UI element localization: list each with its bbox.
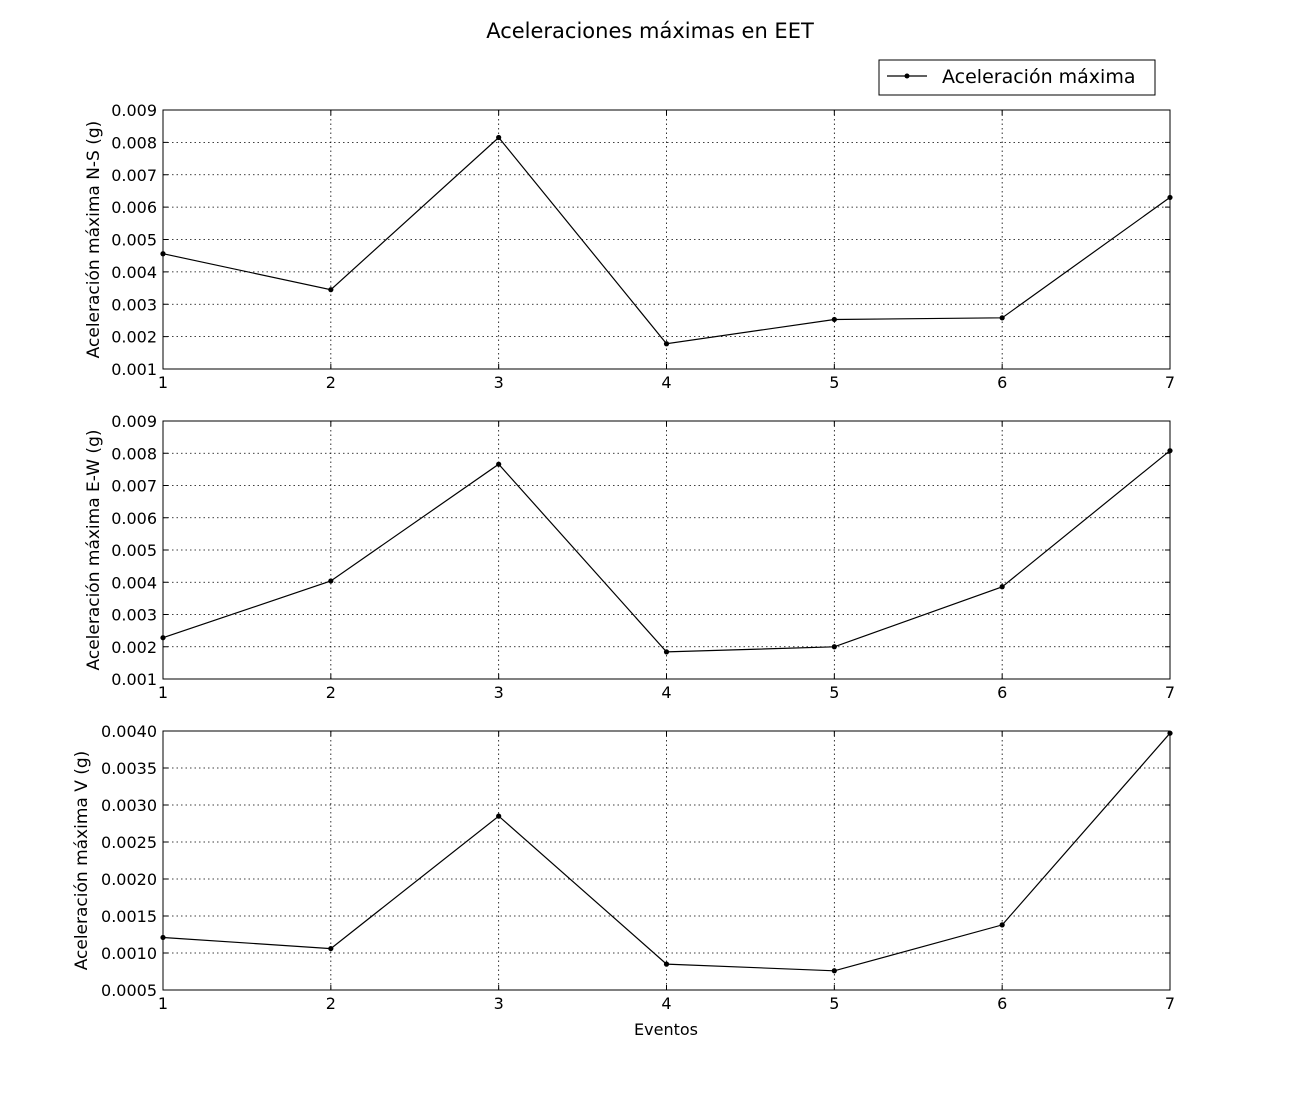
legend-marker-sample — [904, 73, 910, 79]
x-axis-label: Eventos — [634, 1020, 698, 1039]
y-tick-label: 0.0015 — [101, 907, 157, 926]
y-tick-label: 0.006 — [111, 509, 157, 528]
x-tick-label: 4 — [661, 373, 671, 392]
y-tick-label: 0.0025 — [101, 833, 157, 852]
panel-3: 1 2 3 4 5 6 7 0.0005 0.0010 0.0015 0.0020 0.0025 0.0… — [72, 722, 1175, 1013]
legend-label: Aceleración máxima — [942, 66, 1135, 88]
data-point — [831, 644, 837, 650]
x-tick-label: 1 — [158, 994, 168, 1013]
data-point — [999, 584, 1005, 590]
x-tick-label: 3 — [494, 994, 504, 1013]
y-tick-label: 0.001 — [111, 670, 157, 689]
y-axis-label: Aceleración máxima N-S (g) — [84, 121, 104, 359]
data-point — [663, 341, 670, 347]
data-point — [663, 961, 670, 967]
y-tick-label: 0.004 — [111, 263, 157, 282]
x-tick-label: 7 — [1165, 683, 1175, 702]
data-point — [328, 578, 334, 584]
plot-frame — [162, 730, 1171, 991]
data-point — [160, 934, 166, 941]
x-tick-label: 6 — [997, 373, 1007, 392]
x-tick-label: 5 — [829, 994, 839, 1013]
data-point — [831, 316, 837, 323]
data-point — [999, 315, 1005, 321]
data-point — [1167, 448, 1173, 454]
data-point — [496, 813, 502, 819]
y-tick-label: 0.009 — [111, 412, 157, 431]
data-point — [663, 649, 670, 655]
y-tick-label: 0.007 — [111, 477, 157, 496]
y-tick-label: 0.0020 — [101, 870, 157, 889]
x-tick-label: 2 — [326, 994, 336, 1013]
legend-box — [878, 59, 1156, 96]
plot-frame — [162, 420, 1171, 680]
series-line — [162, 732, 1171, 972]
y-tick-label: 0.0030 — [101, 796, 157, 815]
x-tick-label: 3 — [494, 373, 504, 392]
y-axis-label: Aceleración máxima V (g) — [72, 751, 92, 971]
legend: Aceleración máxima — [878, 59, 1156, 96]
y-tick-label: 0.002 — [111, 638, 157, 657]
data-point — [1167, 730, 1173, 736]
y-tick-label: 0.003 — [111, 295, 157, 314]
y-tick-label: 0.003 — [111, 606, 157, 625]
x-tick-label: 1 — [158, 373, 168, 392]
y-tick-label: 0.008 — [111, 133, 157, 152]
panels: 1 2 3 4 5 6 7 0.001 0.002 0.003 0.004 0.005 0.006 0.0… — [72, 101, 1175, 1013]
x-tick-label: 6 — [997, 683, 1007, 702]
data-point — [328, 287, 334, 293]
x-tick-label: 1 — [158, 683, 168, 702]
plot-frame — [162, 109, 1171, 370]
y-tick-label: 0.0035 — [101, 759, 157, 778]
y-tick-label: 0.0005 — [101, 981, 157, 1000]
data-point — [496, 134, 502, 141]
data-point — [328, 945, 334, 952]
x-tick-label: 7 — [1165, 373, 1175, 392]
y-tick-label: 0.006 — [111, 198, 157, 217]
y-axis-label: Aceleración máxima E-W (g) — [84, 430, 104, 671]
x-tick-label: 6 — [997, 994, 1007, 1013]
data-point — [831, 968, 837, 974]
x-tick-label: 2 — [326, 683, 336, 702]
chart-title: Aceleraciones máximas en EET — [486, 19, 814, 43]
data-point — [160, 635, 166, 641]
y-tick-label: 0.002 — [111, 328, 157, 347]
x-tick-label: 3 — [494, 683, 504, 702]
y-tick-label: 0.0010 — [101, 944, 157, 963]
y-tick-label: 0.008 — [111, 444, 157, 463]
x-tick-label: 4 — [661, 994, 671, 1013]
y-tick-label: 0.001 — [111, 360, 157, 379]
data-point — [1167, 194, 1173, 201]
y-tick-label: 0.007 — [111, 166, 157, 185]
data-point — [160, 251, 166, 257]
x-tick-label: 2 — [326, 373, 336, 392]
y-tick-label: 0.005 — [111, 231, 157, 250]
y-tick-label: 0.009 — [111, 101, 157, 120]
x-tick-label: 5 — [829, 683, 839, 702]
data-point — [999, 922, 1005, 928]
x-tick-label: 7 — [1165, 994, 1175, 1013]
x-tick-label: 4 — [661, 683, 671, 702]
panel-2: 1 2 3 4 5 6 7 0.001 0.002 0.003 0.004 0.005 0.006 0.0… — [84, 412, 1175, 702]
data-point — [496, 461, 502, 467]
y-tick-label: 0.005 — [111, 541, 157, 560]
y-tick-label: 0.004 — [111, 573, 157, 592]
y-tick-label: 0.0040 — [101, 722, 157, 741]
panel-1: 1 2 3 4 5 6 7 0.001 0.002 0.003 0.004 0.005 0.006 0.0… — [84, 101, 1175, 392]
x-tick-label: 5 — [829, 373, 839, 392]
